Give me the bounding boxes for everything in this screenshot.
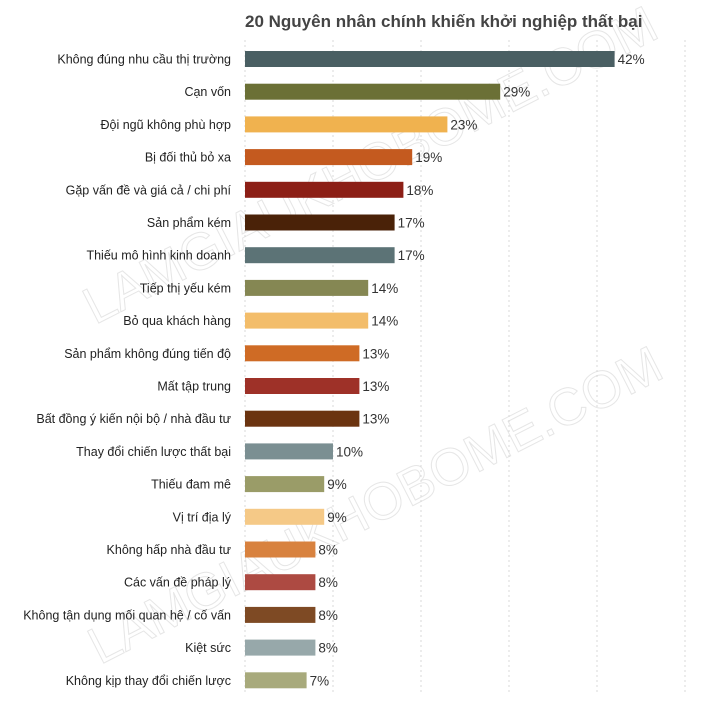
bar-row: Thiếu đam mê 9% — [151, 476, 347, 493]
value-label: 29% — [503, 85, 530, 100]
bar — [245, 476, 325, 493]
value-label: 9% — [327, 477, 347, 492]
bar — [245, 312, 369, 329]
bar-row: Các vấn đề pháp lý 8% — [124, 574, 338, 591]
category-label: Tiếp thị yếu kém — [140, 281, 231, 295]
bar — [245, 345, 360, 362]
value-label: 17% — [398, 248, 425, 263]
category-label: Thay đổi chiến lược thất bại — [76, 445, 231, 459]
bar-row: Không hấp nhà đầu tư 8% — [107, 541, 338, 558]
bar-row: Sản phẩm kém 17% — [147, 214, 425, 231]
bar — [245, 214, 395, 231]
bar-row: Đội ngũ không phù hợp 23% — [100, 116, 477, 133]
bar-row: Không đúng nhu cầu thị trường 42% — [57, 51, 645, 67]
bar — [245, 149, 413, 166]
value-label: 9% — [327, 510, 347, 525]
bar — [245, 443, 333, 460]
chart-title: 20 Nguyên nhân chính khiến khởi nghiệp t… — [245, 12, 642, 31]
value-label: 13% — [362, 412, 389, 427]
value-label: 8% — [318, 543, 338, 558]
category-label: Mất tập trung — [157, 380, 231, 394]
bar-row: Gặp vấn đề và giá cả / chi phí 18% — [66, 181, 433, 198]
value-label: 10% — [336, 444, 363, 459]
value-label: 17% — [398, 216, 425, 231]
bar-row: Bất đồng ý kiến nội bộ / nhà đầu tư 13% — [36, 410, 389, 427]
value-label: 13% — [362, 346, 389, 361]
value-label: 42% — [618, 52, 645, 67]
bar-row: Bị đối thủ bỏ xa 19% — [145, 149, 442, 166]
bar — [245, 378, 360, 394]
category-label: Thiếu đam mê — [151, 478, 231, 492]
value-label: 7% — [310, 673, 330, 688]
bar — [245, 51, 615, 67]
bar-row: Thiếu mô hình kinh doanh 17% — [86, 247, 425, 264]
bars: Không đúng nhu cầu thị trường 42% Cạn vốn 2… — [23, 51, 645, 689]
bar — [245, 541, 316, 558]
value-label: 18% — [406, 183, 433, 198]
category-label: Vị trí địa lý — [173, 510, 232, 524]
category-label: Không hấp nhà đầu tư — [107, 543, 231, 557]
bar — [245, 116, 448, 133]
bar-row: Không tận dụng mối quan hệ / cố vấn 8% — [23, 606, 338, 623]
category-label: Các vấn đề pháp lý — [124, 576, 232, 590]
bar-row: Mất tập trung 13% — [157, 378, 389, 394]
bar-row: Không kịp thay đổi chiến lược 7% — [66, 672, 330, 689]
bar-row: Vị trí địa lý 9% — [173, 508, 347, 525]
category-label: Không kịp thay đổi chiến lược — [66, 674, 231, 688]
value-label: 13% — [362, 379, 389, 394]
bar — [245, 508, 325, 525]
category-label: Cạn vốn — [184, 85, 231, 99]
bar-row: Kiệt sức 8% — [185, 639, 338, 656]
value-label: 14% — [371, 281, 398, 296]
bar — [245, 181, 404, 198]
bar-row: Sản phẩm không đúng tiến độ 13% — [64, 345, 389, 362]
category-label: Sản phẩm không đúng tiến độ — [64, 347, 231, 361]
bar-row: Thay đổi chiến lược thất bại 10% — [76, 443, 363, 460]
category-label: Gặp vấn đề và giá cả / chi phí — [66, 183, 232, 197]
value-label: 23% — [450, 117, 477, 132]
category-label: Sản phẩm kém — [147, 216, 231, 230]
bar — [245, 83, 501, 100]
category-label: Bất đồng ý kiến nội bộ / nhà đầu tư — [36, 412, 231, 426]
watermark: LAMGIAUKHOBOME.COM LAMGIAUKHOBOME.COM — [74, 0, 673, 676]
value-label: 14% — [371, 314, 398, 329]
category-label: Thiếu mô hình kinh doanh — [86, 249, 231, 263]
category-label: Không tận dụng mối quan hệ / cố vấn — [23, 608, 231, 622]
value-label: 8% — [318, 608, 338, 623]
category-label: Không đúng nhu cầu thị trường — [57, 53, 231, 67]
bar — [245, 639, 316, 656]
category-label: Đội ngũ không phù hợp — [100, 118, 231, 132]
bar — [245, 410, 360, 427]
value-label: 8% — [318, 575, 338, 590]
bar — [245, 247, 395, 264]
grid-lines — [244, 40, 686, 692]
category-label: Bị đối thủ bỏ xa — [145, 151, 231, 165]
bar-row: Tiếp thị yếu kém 14% — [140, 279, 398, 296]
bar — [245, 279, 369, 296]
value-label: 8% — [318, 641, 338, 656]
category-label: Bỏ qua khách hàng — [123, 314, 231, 328]
bar — [245, 606, 316, 623]
bar-row: Cạn vốn 29% — [184, 83, 530, 100]
bar-row: Bỏ qua khách hàng 14% — [123, 312, 398, 329]
bar — [245, 672, 307, 689]
category-label: Kiệt sức — [185, 641, 231, 655]
value-label: 19% — [415, 150, 442, 165]
bar — [245, 574, 316, 591]
